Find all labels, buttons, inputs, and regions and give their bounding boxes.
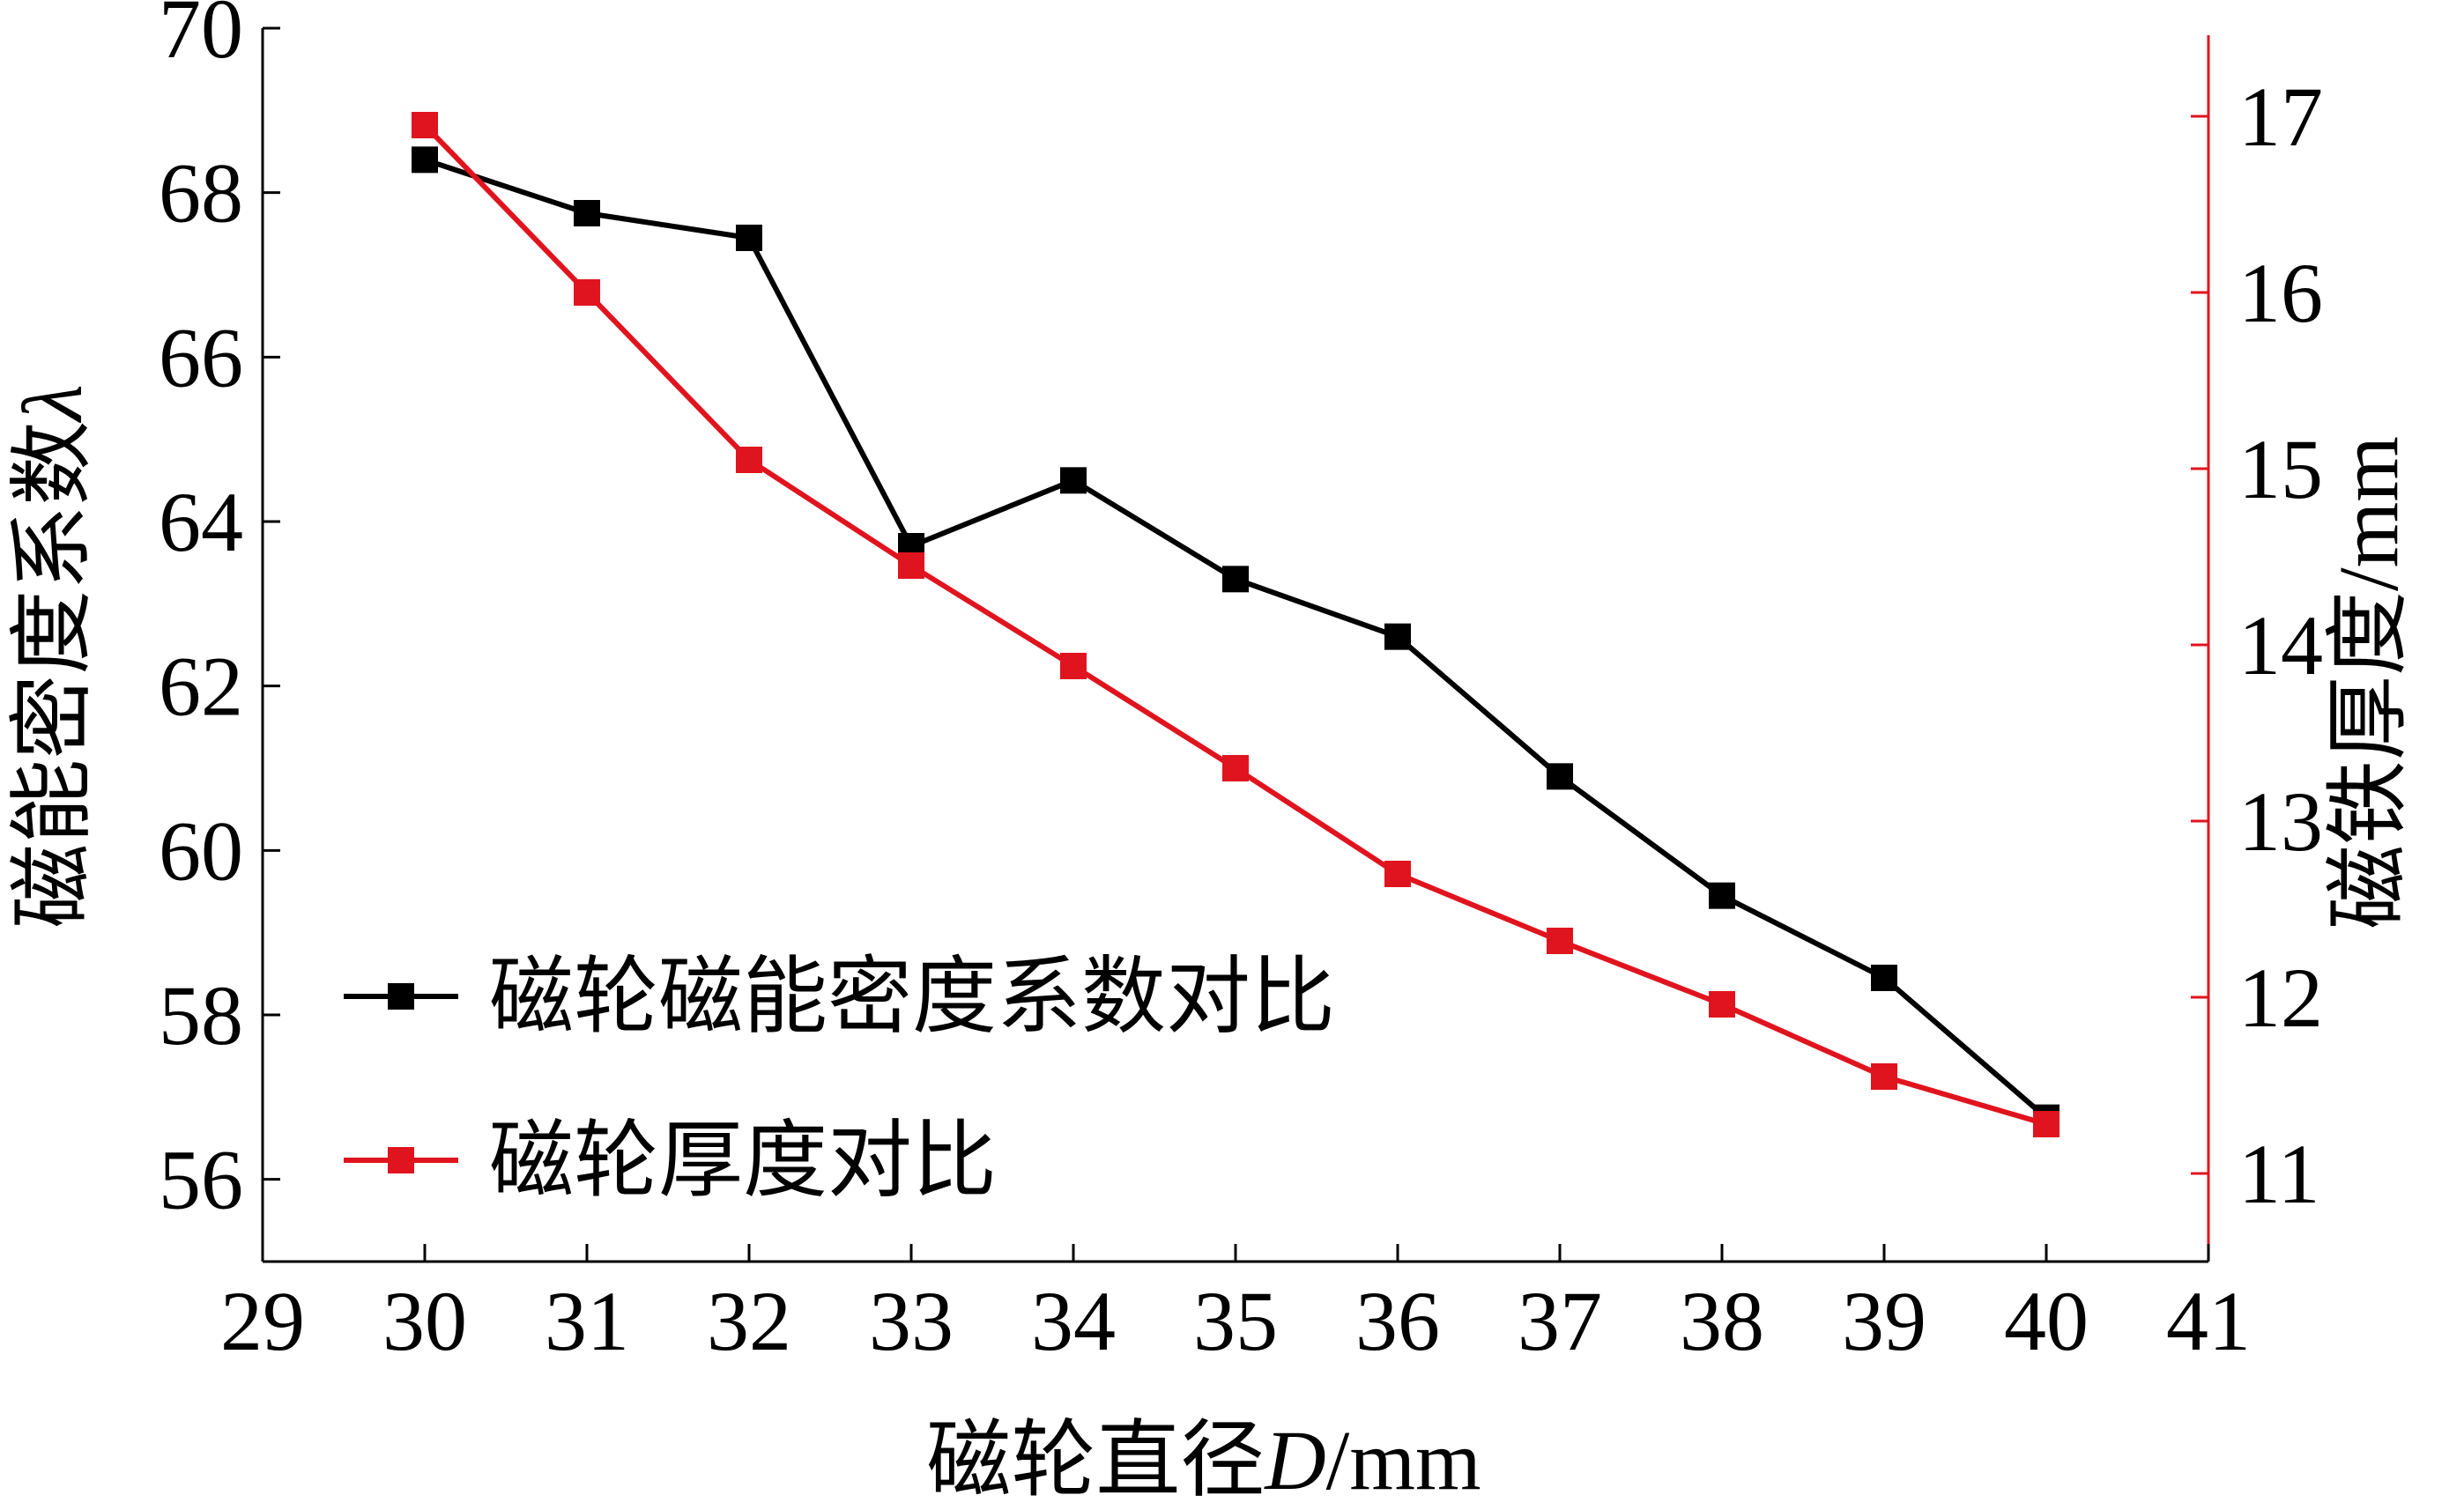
right-y-axis-ticks: 11 12 13 14 15 16 17 — [2191, 70, 2323, 1221]
y2-tick-label: 13 — [2238, 774, 2323, 869]
x-axis-title: 磁轮直径D/mm — [926, 1413, 1481, 1507]
x-tick-label: 38 — [1680, 1274, 1764, 1368]
series-0-point — [412, 146, 438, 174]
legend-item-1: 磁轮厚度对比 — [344, 1114, 997, 1208]
legend-marker-0 — [388, 983, 414, 1010]
series-1-point — [1222, 755, 1249, 781]
y-tick-label: 68 — [159, 146, 243, 241]
y-tick-label: 60 — [159, 803, 243, 898]
plot-area — [261, 28, 2210, 1263]
x-tick-label: 32 — [707, 1274, 791, 1368]
y-tick-label: 56 — [159, 1133, 243, 1227]
right-y-axis-title: 磁铁厚度/mm — [2321, 436, 2416, 929]
series-0-point — [1871, 965, 1897, 991]
series-1-point — [1384, 861, 1411, 887]
series-0-point — [1222, 566, 1249, 593]
series-1-point — [1871, 1063, 1897, 1090]
y-tick-label: 62 — [159, 640, 243, 734]
series-0 — [412, 146, 2060, 1131]
legend-label-0: 磁轮磁能密度系数对比 — [489, 950, 1335, 1044]
x-axis-title-cn: 磁轮直径 — [926, 1413, 1265, 1507]
series-0-point — [1384, 623, 1411, 650]
legend-item-0: 磁轮磁能密度系数对比 — [344, 950, 1335, 1044]
x-tick-label: 37 — [1518, 1274, 1602, 1368]
series-1-point — [736, 447, 762, 473]
left-y-axis-title: 磁能密度系数λ — [5, 384, 100, 929]
legend-label-1: 磁轮厚度对比 — [489, 1114, 997, 1208]
x-tick-label: 33 — [869, 1274, 954, 1368]
x-tick-label: 36 — [1355, 1274, 1440, 1368]
series-1-point — [412, 112, 438, 138]
x-axis-ticks: 29 30 31 32 33 34 35 36 37 38 39 40 41 — [220, 1244, 2251, 1368]
y2-tick-label: 17 — [2238, 70, 2323, 164]
y2-tick-label: 14 — [2238, 598, 2323, 692]
series-layer — [412, 112, 2060, 1137]
x-axis-title-unit: /mm — [1326, 1413, 1481, 1507]
x-tick-label: 41 — [2166, 1274, 2251, 1368]
x-tick-label: 30 — [382, 1274, 467, 1368]
x-tick-label: 39 — [1842, 1274, 1926, 1368]
series-1-point — [574, 279, 600, 306]
y2-tick-label: 12 — [2238, 951, 2323, 1045]
y-tick-label: 64 — [159, 475, 243, 569]
x-tick-label: 34 — [1031, 1274, 1116, 1368]
y2-tick-label: 15 — [2238, 422, 2323, 516]
series-1-point — [898, 552, 924, 579]
series-0-point — [736, 225, 762, 251]
x-tick-label: 35 — [1193, 1274, 1278, 1368]
legend: 磁轮磁能密度系数对比 磁轮厚度对比 — [344, 950, 1335, 1208]
y2-tick-label: 11 — [2238, 1127, 2319, 1221]
series-1-point — [1060, 653, 1087, 679]
y-tick-label: 58 — [159, 968, 243, 1062]
series-1-point — [1547, 928, 1573, 954]
left-y-axis-title-var: λ — [5, 384, 100, 424]
x-axis-title-var: D — [1263, 1413, 1325, 1507]
left-y-axis-title-cn: 磁能密度系数 — [5, 421, 100, 929]
series-1-point — [2033, 1111, 2060, 1137]
legend-marker-1 — [388, 1147, 414, 1173]
series-0-point — [1060, 467, 1087, 494]
x-tick-label: 40 — [2004, 1274, 2089, 1368]
x-tick-label: 31 — [545, 1274, 629, 1368]
y2-tick-label: 16 — [2238, 246, 2323, 340]
series-0-point — [1547, 763, 1573, 790]
x-tick-label: 29 — [220, 1274, 305, 1368]
series-0-point — [574, 200, 600, 226]
y-tick-label: 70 — [159, 0, 243, 76]
series-1-point — [1709, 991, 1735, 1018]
series-1 — [412, 112, 2060, 1137]
y-tick-label: 66 — [159, 310, 243, 404]
left-y-axis-ticks: 56 58 60 62 64 66 68 70 — [159, 0, 280, 1227]
series-0-point — [1709, 882, 1735, 909]
